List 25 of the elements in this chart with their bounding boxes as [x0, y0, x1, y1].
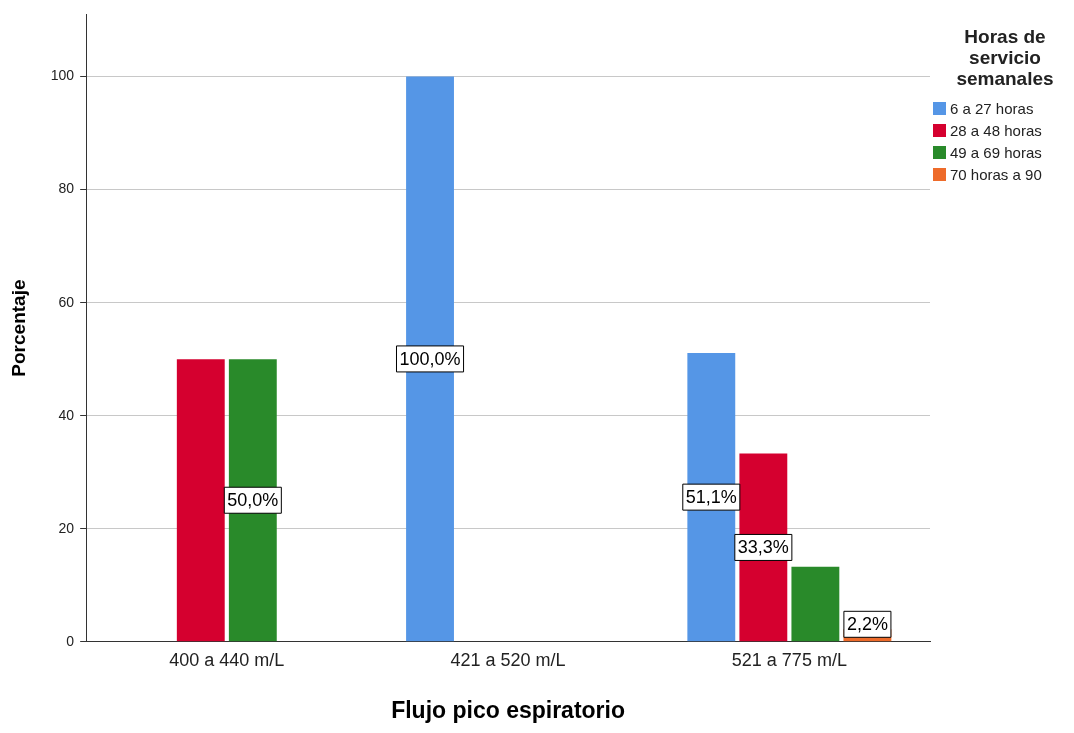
data-label: 100,0%	[399, 348, 461, 369]
y-tick-label: 60	[58, 293, 75, 310]
y-tick-label: 20	[58, 519, 75, 536]
legend-title: Horas de servicio semanales	[955, 26, 1055, 89]
x-tick-label: 400 a 440 m/L	[169, 649, 285, 670]
bar	[687, 352, 736, 642]
data-label: 33,3%	[737, 537, 789, 558]
legend-label: 28 a 48 horas	[950, 121, 1042, 139]
legend-label: 6 a 27 horas	[950, 99, 1034, 117]
y-axis-title: Porcentaje	[7, 279, 29, 377]
legend-label: 70 horas a 90	[950, 165, 1042, 183]
bar	[176, 359, 225, 642]
bar	[228, 359, 277, 642]
x-axis-title: Flujo pico espiratorio	[391, 696, 626, 723]
y-tick-label: 0	[66, 632, 75, 649]
x-tick-label: 521 a 775 m/L	[731, 649, 847, 670]
x-tick-label: 421 a 520 m/L	[450, 649, 566, 670]
data-label: 50,0%	[227, 490, 279, 511]
legend-label: 49 a 69 horas	[950, 143, 1042, 161]
y-tick-label: 40	[58, 406, 75, 423]
data-label: 2,2%	[846, 614, 888, 635]
y-tick-label: 80	[58, 180, 75, 197]
bar	[791, 566, 840, 642]
data-label: 51,1%	[685, 487, 737, 508]
y-tick-label: 100	[50, 67, 75, 84]
